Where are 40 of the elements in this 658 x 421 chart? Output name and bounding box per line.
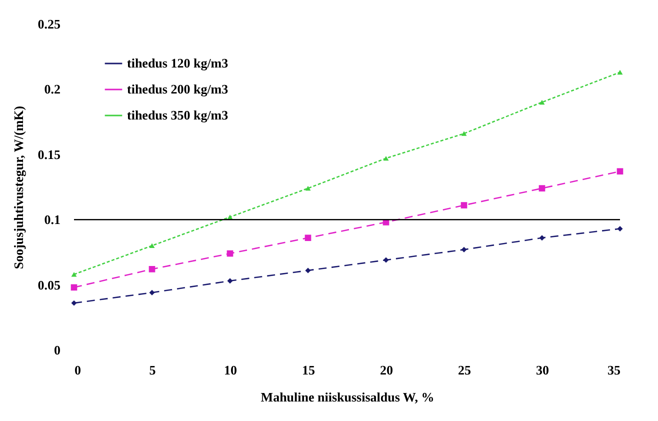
- point: [71, 300, 77, 306]
- legend-label: tihedus 120 kg/m3: [127, 56, 229, 70]
- point: [70, 284, 78, 291]
- point: [304, 234, 312, 242]
- legend-label: tihedus 200 kg/m3: [127, 82, 229, 96]
- y-tick-label: 0: [54, 342, 60, 358]
- x-tick-label: 5: [149, 362, 156, 378]
- x-axis-title: Mahuline niiskussisaldus W, %: [260, 390, 434, 404]
- point: [148, 266, 156, 272]
- point: [227, 278, 233, 284]
- y-tick-label: 0.15: [38, 146, 61, 162]
- point: [539, 235, 545, 241]
- x-tick-label: 0: [74, 362, 81, 378]
- point: [383, 257, 389, 263]
- point: [226, 250, 234, 257]
- point: [539, 100, 545, 105]
- point: [617, 226, 623, 232]
- point: [149, 290, 155, 296]
- y-tick-label: 0.05: [38, 277, 61, 292]
- x-tick-label: 30: [536, 362, 549, 378]
- point: [305, 268, 311, 274]
- point: [149, 243, 155, 248]
- point: [538, 185, 546, 192]
- x-tick-label: 20: [380, 362, 393, 378]
- point: [461, 246, 467, 252]
- x-tick-label: 35: [608, 362, 621, 378]
- point: [305, 186, 311, 191]
- point: [461, 131, 467, 136]
- x-tick-label: 10: [224, 362, 237, 378]
- legend-label: tihedus 350 kg/m3: [127, 108, 229, 122]
- point: [383, 156, 389, 161]
- y-tick-label: 0.1: [44, 212, 60, 228]
- y-tick-label: 0.2: [44, 82, 60, 97]
- y-tick-label: 0.25: [38, 16, 61, 32]
- x-tick-label: 25: [458, 362, 472, 378]
- point: [617, 70, 623, 75]
- y-axis-title: Soojusjuhtivustegur, W/(mK): [10, 106, 26, 270]
- x-tick-label: 15: [302, 362, 316, 378]
- point: [616, 168, 624, 175]
- point: [460, 202, 468, 208]
